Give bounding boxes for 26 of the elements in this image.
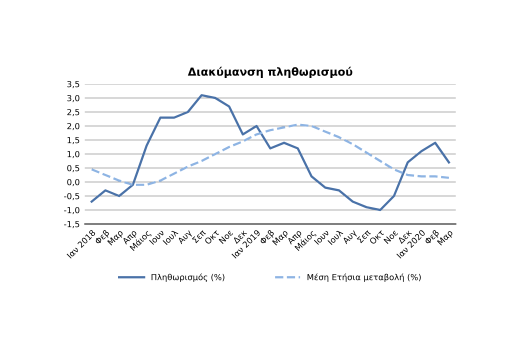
line-series xyxy=(90,123,450,186)
y-tick-label: 0,5 xyxy=(67,164,80,172)
y-tick-label: 2,0 xyxy=(67,122,80,130)
y-tick-label: 1,0 xyxy=(68,150,80,158)
x-tick-label: Αυγ xyxy=(177,229,194,246)
x-tick-label: Σεπ xyxy=(192,229,206,244)
x-tick-label: Ιουλ xyxy=(162,229,178,246)
y-tick-label: 1,5 xyxy=(68,137,80,144)
y-tick-label: 3,0 xyxy=(67,94,80,102)
chart-title: Διακύμανση πληθωρισμού xyxy=(188,66,352,78)
y-tick-label: -0,5 xyxy=(64,192,80,200)
legend-label: Μέση Ετήσια μεταβολή (%) xyxy=(308,274,421,282)
legend-label: Πληθωρισμός (%) xyxy=(152,274,224,282)
x-tick-label: Νοε xyxy=(218,229,234,244)
line-series xyxy=(90,94,450,212)
x-tick-label: Νοε xyxy=(384,229,398,244)
y-tick-label: 2,5 xyxy=(67,108,80,116)
x-tick-label: Ιουν xyxy=(149,229,165,245)
x-tick-label: Οκτ xyxy=(204,229,220,245)
y-tick-label: -1,0 xyxy=(64,206,80,214)
x-tick-label: Ιουν xyxy=(314,229,330,245)
y-tick-label: -1,5 xyxy=(64,221,80,228)
x-tick-label: Σεπ xyxy=(356,229,371,244)
y-tick-label: 3,5 xyxy=(67,80,80,88)
x-tick-label: Οκτ xyxy=(369,229,384,245)
y-tick-label: 0,0 xyxy=(67,178,80,186)
